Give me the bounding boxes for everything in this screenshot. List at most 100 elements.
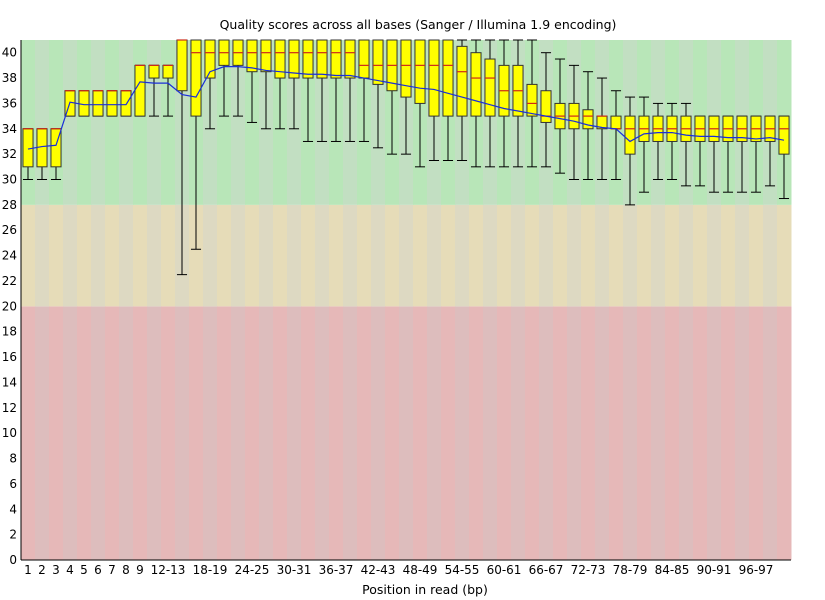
band-reasonable-stripe xyxy=(777,204,792,307)
band-poor-stripe xyxy=(217,306,232,560)
box-28-29 xyxy=(274,39,286,130)
y-tick-label: 32 xyxy=(2,147,17,161)
iqr-box xyxy=(358,39,370,79)
box-80-81 xyxy=(638,96,650,193)
band-reasonable-stripe xyxy=(749,204,764,307)
band-reasonable-stripe xyxy=(161,204,176,307)
iqr-box xyxy=(176,39,188,92)
band-reasonable-stripe xyxy=(105,204,120,307)
chart-title: Quality scores across all bases (Sanger … xyxy=(220,17,617,32)
box-24-25 xyxy=(246,39,258,123)
box-58-59 xyxy=(484,39,496,168)
iqr-box xyxy=(106,90,118,117)
band-reasonable-stripe xyxy=(623,204,638,307)
y-tick-label: 8 xyxy=(9,452,17,466)
box-100-101 xyxy=(778,115,790,200)
y-tick-label: 40 xyxy=(2,46,17,60)
band-reasonable-stripe xyxy=(413,204,428,307)
iqr-box xyxy=(22,128,34,168)
band-poor-stripe xyxy=(77,306,92,560)
box-30-31 xyxy=(288,39,300,130)
band-poor-stripe xyxy=(665,306,680,560)
band-reasonable-stripe xyxy=(385,204,400,307)
x-tick-label: 54-55 xyxy=(445,563,480,577)
x-tick-label: 90-91 xyxy=(697,563,732,577)
band-reasonable-stripe xyxy=(539,204,554,307)
band-reasonable-stripe xyxy=(301,204,316,307)
iqr-box xyxy=(204,39,216,79)
band-poor-stripe xyxy=(567,306,582,560)
band-poor-stripe xyxy=(35,306,50,560)
band-reasonable-stripe xyxy=(357,204,372,307)
band-good-stripe xyxy=(105,40,120,205)
iqr-box xyxy=(36,128,48,168)
x-tick-label: 60-61 xyxy=(487,563,522,577)
box-34-35 xyxy=(316,39,328,142)
x-tick-label: 8 xyxy=(122,563,130,577)
box-series xyxy=(22,39,790,276)
band-reasonable-stripe xyxy=(287,204,302,307)
box-7 xyxy=(106,90,118,117)
band-poor-stripe xyxy=(609,306,624,560)
x-tick-label: 7 xyxy=(108,563,116,577)
band-reasonable-stripe xyxy=(49,204,64,307)
band-poor-stripe xyxy=(553,306,568,560)
box-38-39 xyxy=(344,39,356,142)
iqr-box xyxy=(428,39,440,117)
band-poor-stripe xyxy=(343,306,358,560)
band-reasonable-stripe xyxy=(427,204,442,307)
x-tick-label: 3 xyxy=(52,563,60,577)
mean-series xyxy=(27,66,785,150)
iqr-box xyxy=(148,64,160,79)
band-reasonable-stripe xyxy=(147,204,162,307)
band-poor-stripe xyxy=(231,306,246,560)
band-reasonable-stripe xyxy=(273,204,288,307)
box-18-19 xyxy=(204,39,216,130)
band-poor-stripe xyxy=(63,306,78,560)
x-tick-label: 24-25 xyxy=(235,563,270,577)
y-tick-label: 30 xyxy=(2,173,17,187)
band-good-stripe xyxy=(49,40,64,205)
band-reasonable-stripe xyxy=(189,204,204,307)
band-poor-stripe xyxy=(315,306,330,560)
band-good-stripe xyxy=(231,40,246,205)
band-reasonable-stripe xyxy=(35,204,50,307)
band-poor-stripe xyxy=(105,306,120,560)
iqr-box xyxy=(260,39,272,73)
band-poor-stripe xyxy=(245,306,260,560)
y-tick-label: 4 xyxy=(9,502,17,516)
band-reasonable-stripe xyxy=(497,204,512,307)
box-88-89 xyxy=(694,115,706,187)
box-78-79 xyxy=(624,96,636,206)
iqr-box xyxy=(330,39,342,79)
box-6 xyxy=(92,90,104,117)
iqr-box xyxy=(526,83,538,117)
box-22-23 xyxy=(232,39,244,117)
box-62-63 xyxy=(512,39,524,168)
x-tick-label: 9 xyxy=(136,563,144,577)
band-poor-stripe xyxy=(637,306,652,560)
band-reasonable-stripe xyxy=(399,204,414,307)
band-poor-stripe xyxy=(581,306,596,560)
iqr-box xyxy=(246,39,258,73)
band-poor-stripe xyxy=(175,306,190,560)
box-70-71 xyxy=(568,64,580,181)
box-52-53 xyxy=(442,39,454,161)
band-reasonable-stripe xyxy=(609,204,624,307)
iqr-box xyxy=(302,39,314,79)
band-reasonable-stripe xyxy=(735,204,750,307)
band-poor-stripe xyxy=(707,306,722,560)
box-92-93 xyxy=(722,115,734,193)
x-tick-label: 36-37 xyxy=(319,563,354,577)
band-poor-stripe xyxy=(539,306,554,560)
box-94-95 xyxy=(736,115,748,193)
band-good-stripe xyxy=(77,40,92,205)
y-tick-label: 10 xyxy=(2,426,17,440)
band-reasonable-stripe xyxy=(679,204,694,307)
x-tick-label: 84-85 xyxy=(655,563,690,577)
iqr-box xyxy=(484,58,496,117)
band-reasonable-stripe xyxy=(329,204,344,307)
band-reasonable-stripe xyxy=(595,204,610,307)
x-tick-label: 2 xyxy=(38,563,46,577)
